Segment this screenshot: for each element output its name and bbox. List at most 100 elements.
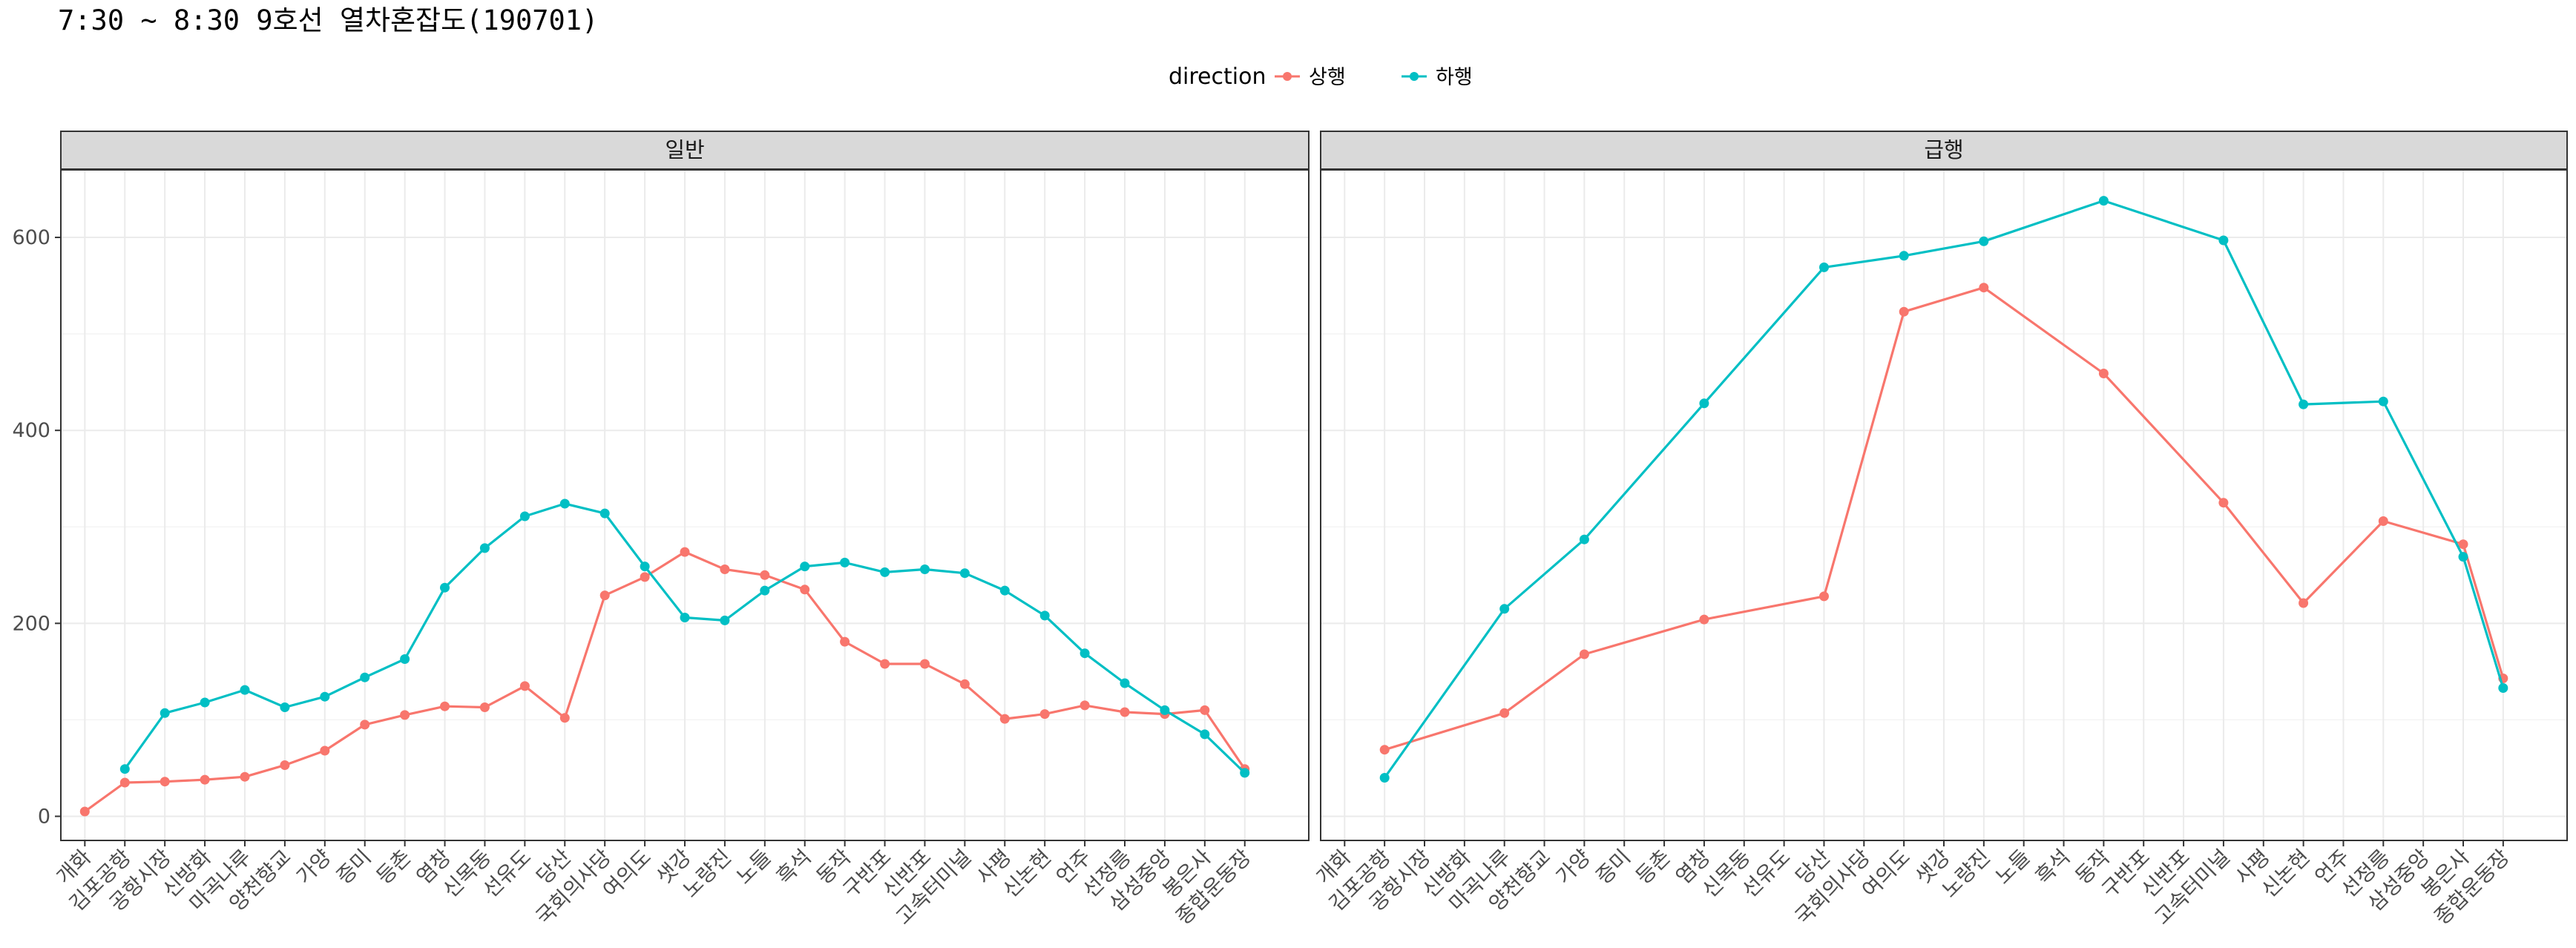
series-상행 [79,547,1250,817]
chart-panels: 일반0200400600개화김포공항공항시장신방화마곡나루양천향교가양증미등촌염… [12,131,2568,929]
data-point [599,508,610,519]
data-point [2458,539,2468,550]
data-point [999,714,1010,724]
data-point [800,585,810,595]
data-point [119,764,130,774]
data-point [1499,708,1510,718]
data-point [640,572,650,582]
data-point [1120,707,1130,717]
data-point [2458,552,2468,562]
x-tick-label: 노들 [1991,845,2035,889]
legend-item-2: 하행 [1402,66,1473,89]
data-point [320,691,330,702]
data-point [1379,745,1390,755]
data-point [680,547,690,557]
data-point [760,585,770,596]
legend-item-1: 상행 [1275,66,1346,89]
data-point [1240,768,1250,778]
data-point [559,498,570,509]
data-point [1579,649,1589,659]
x-tick-label: 등촌 [1631,845,1675,889]
data-point [1579,534,1589,544]
data-point [2218,498,2229,508]
data-point [2378,516,2388,526]
data-point [200,774,210,785]
data-point [280,760,290,770]
panel-1: 일반0200400600개화김포공항공항시장신방화마곡나루양천향교가양증미등촌염… [12,131,1310,929]
data-point [1080,648,1090,659]
data-point [840,557,850,567]
data-point [400,710,410,720]
data-point [479,702,490,712]
x-tick-label: 흑석 [772,845,816,889]
legend-key-point [1410,72,1419,81]
data-point [1819,591,1829,602]
data-point [280,702,290,712]
legend-title: direction [1169,64,1266,90]
data-point [2098,196,2109,206]
legend-key-point [1283,72,1292,81]
data-point [1499,604,1510,614]
data-point [920,564,930,574]
data-point [599,590,610,601]
data-point [760,570,770,580]
data-point [360,672,370,682]
data-point [2218,235,2229,246]
data-point [880,567,890,577]
panel-strip [1320,131,2568,170]
x-tick-label: 가양 [292,845,336,889]
data-point [1039,709,1050,720]
data-point [1200,705,1210,715]
data-point [79,806,90,817]
data-point [959,568,970,579]
data-point [440,701,450,711]
series-하행 [119,498,1250,778]
data-point [1899,306,1909,317]
data-point [1160,705,1170,715]
data-point [1979,283,1989,293]
legend: direction 상행 하행 [1169,64,1473,90]
data-point [640,562,650,572]
data-point [119,777,130,788]
data-point [1699,398,1709,409]
x-tick-label: 흑석 [2031,845,2075,889]
panel-strip-label: 급행 [1924,137,1963,162]
data-point [240,771,250,782]
x-tick-label: 노들 [732,845,776,889]
data-point [519,681,530,691]
data-point [519,511,530,521]
data-point [320,745,330,756]
data-point [200,697,210,708]
data-point [160,777,170,787]
data-point [1080,700,1090,711]
data-point [840,636,850,647]
x-tick-label: 등촌 [372,845,416,889]
data-point [1039,610,1050,621]
series-하행 [1379,196,2508,783]
data-point [240,685,250,695]
chart-title: 7:30 ~ 8:30 9호선 열차혼잡도(190701) [58,4,598,36]
data-point [160,708,170,718]
data-point [959,679,970,689]
data-point [1899,251,1909,261]
data-point [1120,678,1130,688]
data-point [680,613,690,622]
series-상행 [1379,283,2508,755]
data-point [1379,773,1390,783]
legend-label: 하행 [1436,66,1473,89]
data-point [479,543,490,553]
legend-label: 상행 [1309,66,1346,89]
x-tick-label: 증미 [1591,845,1635,889]
y-tick-label: 400 [12,419,50,442]
data-point [400,654,410,664]
series-line [84,550,1246,813]
panel-2: 급행개화김포공항공항시장신방화마곡나루양천향교가양증미등촌염창신목동선유도당산국… [1311,131,2568,929]
data-point [2299,399,2309,409]
data-point [2378,396,2388,406]
data-point [800,562,810,572]
y-tick-label: 0 [38,805,50,828]
data-point [1819,262,1829,272]
data-point [1979,236,1989,246]
data-point [2299,598,2309,608]
